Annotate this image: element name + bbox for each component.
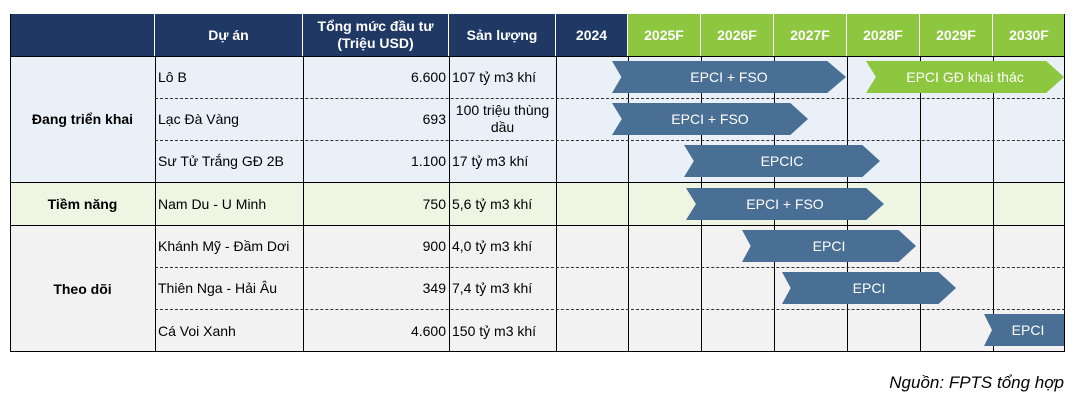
grid-line <box>920 56 921 352</box>
grid-line <box>155 140 1065 141</box>
row-name: Lạc Đà Vàng <box>158 111 239 127</box>
timeline-bar-label: EPCI <box>852 280 886 296</box>
row-capital: 349 <box>422 280 446 296</box>
timeline-bar-nam-du: EPCI + FSO <box>686 188 884 220</box>
row-capital: 750 <box>422 195 446 212</box>
timeline-bar-label: EPCI GĐ khai thác <box>906 69 1024 85</box>
source-note: Nguồn: FPTS tổng hợp <box>889 373 1064 392</box>
row-name: Thiên Nga - Hải Âu <box>158 280 278 296</box>
header-output: Sản lượng <box>449 14 556 56</box>
timeline-bar-label: EPCI <box>1011 322 1045 338</box>
row-name: Lô B <box>158 69 187 85</box>
grid-line <box>155 56 156 352</box>
timeline-bar-label: EPCI + FSO <box>671 111 749 127</box>
timeline-bar-lac-da-vang: EPCI + FSO <box>612 103 808 135</box>
timeline-bar-thien-nga: EPCI <box>782 272 956 304</box>
timeline-bar-ca-voi-xanh: EPCI <box>984 314 1064 346</box>
group-bg-tiem-nang <box>155 182 1065 225</box>
row-output: 150 tỷ m3 khí <box>452 322 537 339</box>
timeline-bar-lo-b-khai-thac: EPCI GĐ khai thác <box>866 61 1064 93</box>
timeline-bar-label: EPCI <box>812 238 846 254</box>
header-project: Dự án <box>155 14 303 56</box>
header-year-2027F: 2027F <box>774 14 847 56</box>
timeline-bar-lo-b-epci-fso: EPCI + FSO <box>612 61 846 93</box>
row-name: Khánh Mỹ - Đầm Dơi <box>158 238 290 254</box>
header-capital: Tổng mức đầu tư (Triệu USD) <box>303 14 449 56</box>
grid-line <box>993 56 994 352</box>
grid-line <box>556 56 557 352</box>
row-capital: 6.600 <box>410 69 446 85</box>
grid-line <box>10 182 1065 183</box>
grid-line <box>1064 14 1065 352</box>
grid-line <box>628 56 629 352</box>
grid-line <box>155 267 1065 268</box>
row-capital: 900 <box>422 238 446 254</box>
header-year-2025F: 2025F <box>628 14 701 56</box>
grid-line <box>10 351 1065 352</box>
header-year-2024: 2024 <box>556 14 628 56</box>
header-capital-text: Tổng mức đầu tư (Triệu USD) <box>317 18 434 51</box>
timeline-bar-label: EPCI + FSO <box>746 196 824 212</box>
timeline-bar-khanh-my: EPCI <box>742 230 916 262</box>
row-output: 5,6 tỷ m3 khí <box>452 195 533 212</box>
grid-line <box>449 56 450 352</box>
grid-line <box>303 56 304 352</box>
group-label-dang-trien-khai: Đang triển khai <box>10 56 155 182</box>
grid-line <box>155 309 1065 310</box>
row-name: Sư Tử Trắng GĐ 2B <box>158 153 284 169</box>
grid-line <box>155 98 1065 99</box>
header-blank <box>10 14 155 56</box>
row-output: 100 triệu thùng dầu <box>455 102 550 135</box>
header-year-2029F: 2029F <box>920 14 993 56</box>
timeline-bar-label: EPCI + FSO <box>690 69 768 85</box>
timeline-bar-label: EPCIC <box>760 153 804 169</box>
header-year-2026F: 2026F <box>701 14 774 56</box>
row-output: 4,0 tỷ m3 khí <box>452 238 533 254</box>
header-year-2030F: 2030F <box>993 14 1065 56</box>
row-capital: 4.600 <box>410 322 446 339</box>
group-label-tiem-nang: Tiềm năng <box>10 182 155 225</box>
row-capital: 1.100 <box>410 153 446 169</box>
grid-line <box>10 56 1065 57</box>
project-timeline-table: Dự án Tổng mức đầu tư (Triệu USD) Sản lư… <box>10 14 1065 352</box>
row-output: 7,4 tỷ m3 khí <box>452 280 533 296</box>
row-output: 107 tỷ m3 khí <box>452 69 537 85</box>
row-name: Cá Voi Xanh <box>158 322 236 339</box>
grid-line <box>10 14 11 352</box>
row-capital: 693 <box>422 111 446 127</box>
grid-line <box>10 225 1065 226</box>
row-name: Nam Du - U Minh <box>158 195 267 212</box>
group-label-theo-doi: Theo dõi <box>10 225 155 352</box>
row-output: 17 tỷ m3 khí <box>452 153 529 169</box>
header-year-2028F: 2028F <box>847 14 920 56</box>
timeline-bar-su-tu-trang: EPCIC <box>684 145 880 177</box>
